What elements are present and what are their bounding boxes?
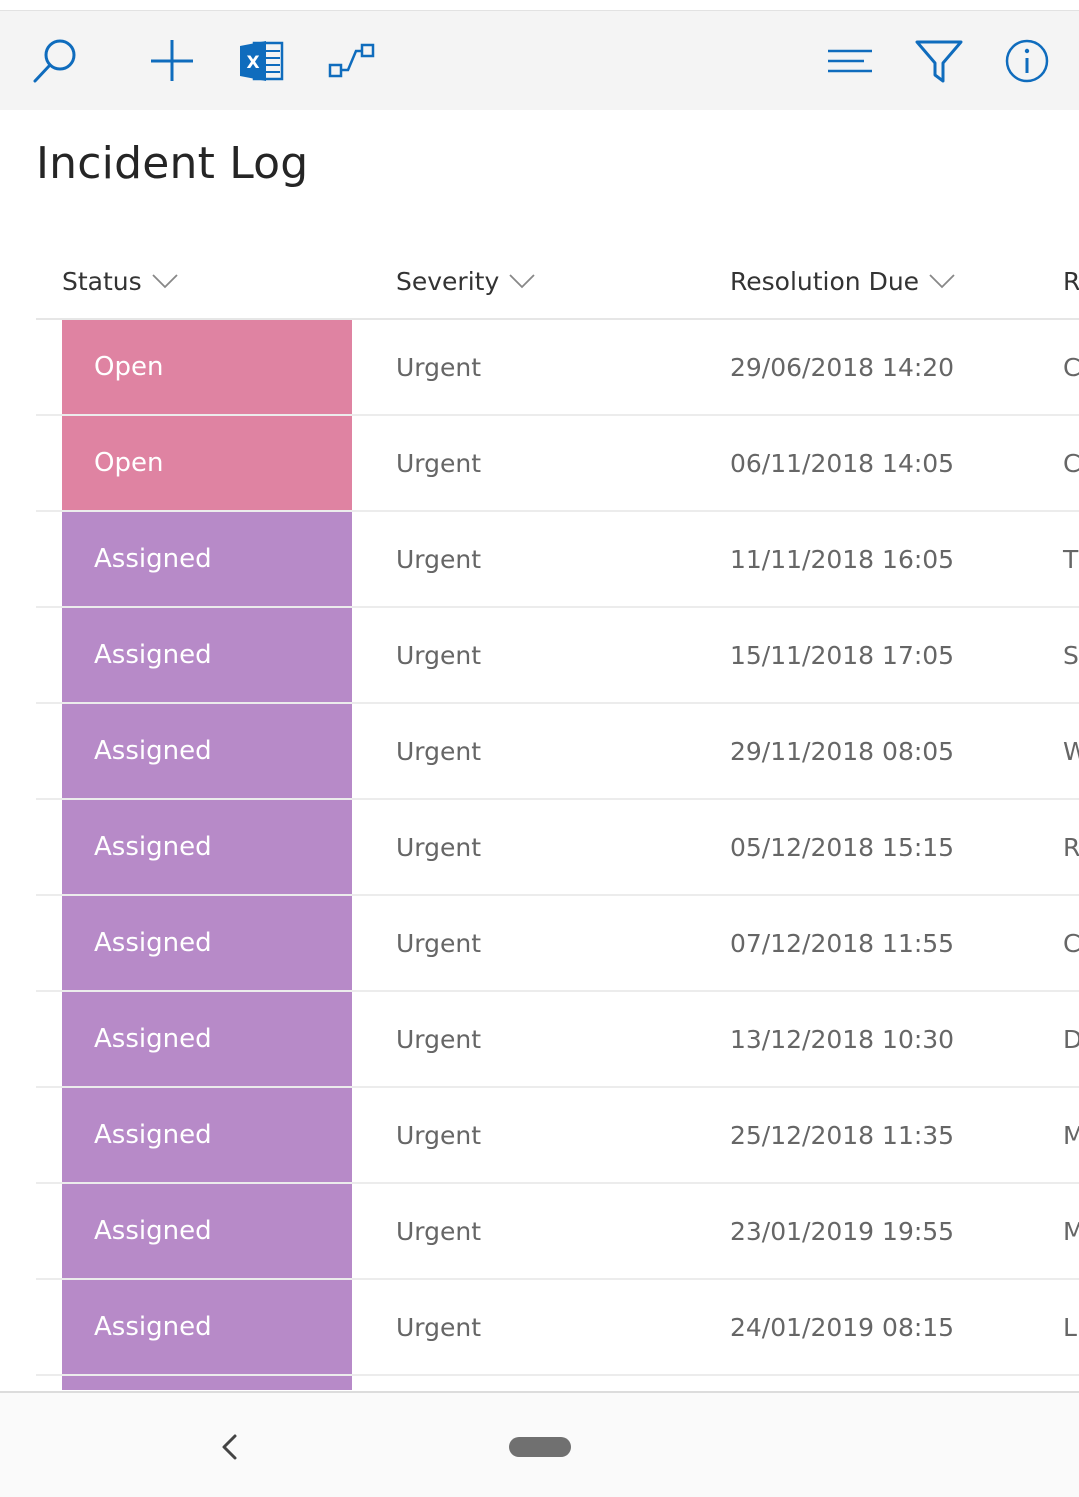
r-cell: M — [1063, 1216, 1079, 1246]
page-title: Incident Log — [36, 138, 309, 189]
column-header-status[interactable]: Status — [62, 242, 178, 320]
r-cell: M — [1063, 1120, 1079, 1150]
back-icon[interactable] — [214, 1431, 246, 1463]
filter-icon[interactable] — [913, 35, 965, 87]
column-header-r[interactable]: R — [1063, 242, 1079, 320]
svg-text:X: X — [246, 53, 259, 73]
lines-icon[interactable] — [824, 35, 876, 87]
severity-cell: Urgent — [396, 832, 482, 862]
table-row[interactable]: Assigned Urgent 05/12/2018 15:15 R — [36, 800, 1079, 896]
status-cell: Assigned — [62, 1280, 352, 1374]
r-cell: C — [1063, 928, 1079, 958]
chevron-down-icon — [509, 273, 535, 289]
status-cell: Assigned — [62, 1184, 352, 1278]
table-row[interactable] — [36, 1376, 1079, 1390]
table-row[interactable]: Open Urgent 29/06/2018 14:20 C — [36, 320, 1079, 416]
table-header: Status Severity Resolution Due R — [36, 242, 1079, 320]
status-cell: Assigned — [62, 608, 352, 702]
info-icon[interactable] — [1001, 35, 1053, 87]
r-cell: C — [1063, 352, 1079, 382]
table-row[interactable]: Assigned Urgent 29/11/2018 08:05 W — [36, 704, 1079, 800]
system-nav-bar — [0, 1391, 1079, 1497]
resolution-due-cell: 15/11/2018 17:05 — [730, 640, 955, 670]
severity-cell: Urgent — [396, 352, 482, 382]
resolution-due-cell: 11/11/2018 16:05 — [730, 544, 955, 574]
resolution-due-cell: 25/12/2018 11:35 — [730, 1120, 955, 1150]
resolution-due-cell: 29/06/2018 14:20 — [730, 352, 955, 382]
column-label: Severity — [396, 266, 500, 296]
chevron-down-icon — [929, 273, 955, 289]
status-cell: Open — [62, 320, 352, 414]
status-cell: Open — [62, 416, 352, 510]
resolution-due-cell: 13/12/2018 10:30 — [730, 1024, 955, 1054]
resolution-due-cell: 07/12/2018 11:55 — [730, 928, 955, 958]
resolution-due-cell: 24/01/2019 08:15 — [730, 1312, 955, 1342]
column-header-resolution-due[interactable]: Resolution Due — [730, 242, 955, 320]
table-row[interactable]: Open Urgent 06/11/2018 14:05 C — [36, 416, 1079, 512]
r-cell: R — [1063, 832, 1079, 862]
column-header-severity[interactable]: Severity — [396, 242, 535, 320]
add-icon[interactable] — [146, 35, 198, 87]
r-cell: C — [1063, 448, 1079, 478]
column-label: Resolution Due — [730, 266, 920, 296]
resolution-due-cell: 05/12/2018 15:15 — [730, 832, 955, 862]
search-icon[interactable] — [30, 35, 82, 87]
excel-icon[interactable]: X — [236, 35, 288, 87]
column-label: R — [1063, 266, 1079, 296]
status-cell — [62, 1376, 352, 1390]
table-body: Open Urgent 29/06/2018 14:20 C Open Urgent 06… — [36, 320, 1079, 1390]
severity-cell: Urgent — [396, 1216, 482, 1246]
status-cell: Assigned — [62, 992, 352, 1086]
status-cell: Assigned — [62, 1088, 352, 1182]
status-cell: Assigned — [62, 704, 352, 798]
table-row[interactable]: Assigned Urgent 25/12/2018 11:35 M — [36, 1088, 1079, 1184]
status-cell: Assigned — [62, 896, 352, 990]
status-cell: Assigned — [62, 512, 352, 606]
table-row[interactable]: Assigned Urgent 13/12/2018 10:30 D — [36, 992, 1079, 1088]
table-row[interactable]: Assigned Urgent 15/11/2018 17:05 S — [36, 608, 1079, 704]
severity-cell: Urgent — [396, 1024, 482, 1054]
severity-cell: Urgent — [396, 544, 482, 574]
r-cell: W — [1063, 736, 1079, 766]
column-label: Status — [62, 266, 142, 296]
r-cell: D — [1063, 1024, 1079, 1054]
table-row[interactable]: Assigned Urgent 11/11/2018 16:05 T — [36, 512, 1079, 608]
severity-cell: Urgent — [396, 640, 482, 670]
resolution-due-cell: 23/01/2019 19:55 — [730, 1216, 955, 1246]
table-row[interactable]: Assigned Urgent 23/01/2019 19:55 M — [36, 1184, 1079, 1280]
resolution-due-cell: 06/11/2018 14:05 — [730, 448, 955, 478]
r-cell: Li — [1063, 1312, 1079, 1342]
severity-cell: Urgent — [396, 736, 482, 766]
command-bar: X — [0, 10, 1079, 110]
severity-cell: Urgent — [396, 1312, 482, 1342]
table-row[interactable]: Assigned Urgent 07/12/2018 11:55 C — [36, 896, 1079, 992]
table-row[interactable]: Assigned Urgent 24/01/2019 08:15 Li — [36, 1280, 1079, 1376]
severity-cell: Urgent — [396, 448, 482, 478]
chevron-down-icon — [152, 273, 178, 289]
home-pill[interactable] — [509, 1437, 571, 1457]
r-cell: S — [1063, 640, 1079, 670]
resolution-due-cell: 29/11/2018 08:05 — [730, 736, 955, 766]
status-cell: Assigned — [62, 800, 352, 894]
r-cell: T — [1063, 544, 1079, 574]
severity-cell: Urgent — [396, 928, 482, 958]
flow-icon[interactable] — [326, 35, 378, 87]
severity-cell: Urgent — [396, 1120, 482, 1150]
